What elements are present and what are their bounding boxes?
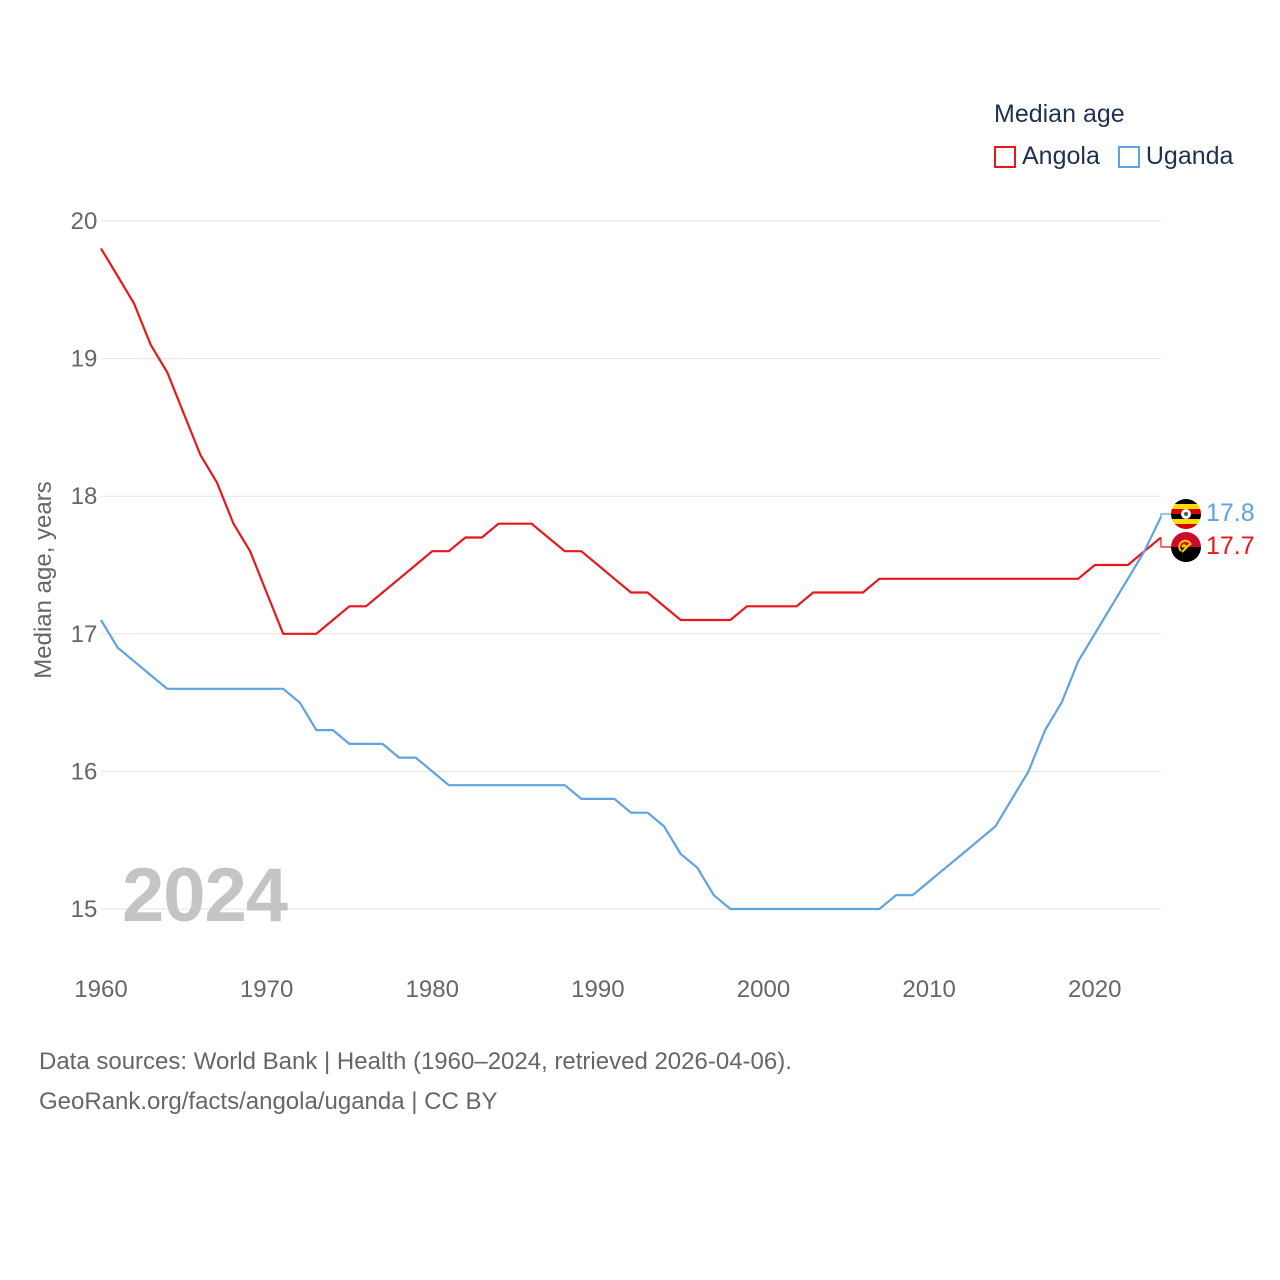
x-tick-label: 2010: [902, 976, 955, 1003]
y-tick-label: 15: [71, 896, 98, 923]
end-label-uganda: 17.8: [1206, 499, 1255, 527]
end-markers: [1171, 499, 1201, 562]
uganda-flag-icon: [1171, 499, 1201, 529]
connector-angola: [1160, 537, 1171, 548]
x-tick-label: 2000: [737, 976, 790, 1003]
y-tick-label: 17: [71, 621, 98, 648]
footer-link[interactable]: GeoRank.org/facts/angola/uganda | CC BY: [39, 1088, 498, 1115]
y-tick-label: 18: [71, 483, 98, 510]
grid-lines: [101, 220, 1161, 910]
x-tick-label: 1960: [74, 976, 127, 1003]
y-tick-label: 16: [71, 758, 98, 785]
legend-label-uganda: Uganda: [1145, 142, 1234, 170]
legend-swatch-angola: [994, 145, 1016, 168]
y-axis-label: Median age, years: [30, 481, 57, 678]
legend-swatch-uganda: [1117, 145, 1140, 168]
series-line-angola[interactable]: [100, 247, 1162, 635]
year-watermark: 2024: [122, 853, 288, 938]
x-axis-ticks: 1960 1970 1980 1990 2000 2010 2020: [74, 976, 1121, 1003]
y-axis-ticks: 15 16 17 18 19 20: [71, 208, 98, 923]
y-tick-label: 19: [71, 346, 98, 373]
x-tick-label: 1980: [406, 976, 459, 1003]
legend: Angola Uganda: [994, 142, 1251, 171]
x-tick-label: 2020: [1068, 976, 1121, 1003]
connector-uganda: [1160, 513, 1171, 517]
x-tick-label: 1990: [571, 976, 624, 1003]
legend-title: Median age: [994, 100, 1125, 128]
legend-item-angola[interactable]: Angola: [994, 142, 1100, 171]
legend-label-angola: Angola: [1022, 142, 1100, 170]
angola-flag-icon: [1171, 532, 1201, 562]
y-tick-label: 20: [71, 208, 98, 235]
end-label-angola: 17.7: [1206, 532, 1255, 560]
series-line-uganda[interactable]: [100, 516, 1162, 911]
footer: Data sources: World Bank | Health (1960–…: [39, 1042, 792, 1122]
end-labels: 17.8 17.7: [1206, 499, 1255, 560]
footer-sources: Data sources: World Bank | Health (1960–…: [39, 1048, 792, 1075]
series-lines: [100, 247, 1171, 911]
x-tick-label: 1970: [240, 976, 293, 1003]
legend-item-uganda[interactable]: Uganda: [1117, 142, 1234, 171]
